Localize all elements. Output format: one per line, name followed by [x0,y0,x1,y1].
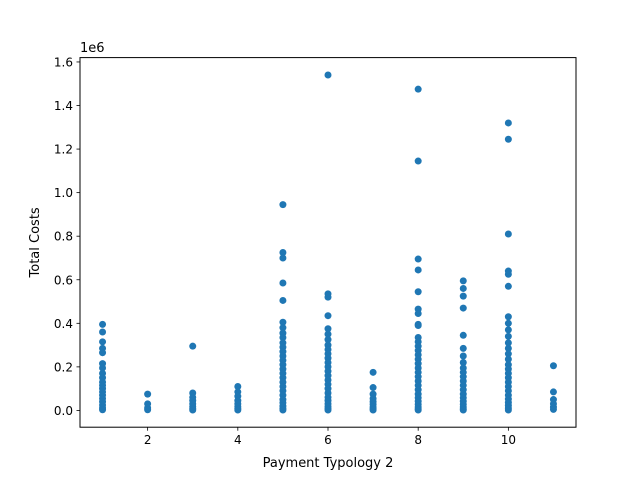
scatter-point [459,359,467,367]
scatter-point [414,310,422,318]
scatter-point [414,157,422,165]
y-tick-label: 0.0 [54,404,73,418]
scatter-point [279,318,287,326]
scatter-point [324,293,332,301]
scatter-point [549,362,557,370]
scatter-point [324,71,332,79]
scatter-point [414,406,422,414]
scatter-point [369,368,377,376]
scatter-point [504,339,512,347]
scatter-point [459,277,467,285]
scatter-point [549,388,557,396]
scatter-point [279,201,287,209]
scatter-point [279,249,287,257]
x-axis-ticks: 2 4 6 8 10 [144,427,516,447]
scatter-point [504,344,512,352]
y-tick-label: 0.6 [54,273,73,287]
y-axis-ticks: 0.0 0.2 0.4 0.6 0.8 1.0 1.2 1.4 1.6 [54,55,80,418]
scatter-point [459,284,467,292]
y-tick-label: 0.2 [54,360,73,374]
scatter-point [504,119,512,127]
y-tick-label: 1.4 [54,99,73,113]
scatter-point [459,344,467,352]
scatter-point [504,350,512,358]
scatter-point [189,342,197,350]
x-tick-label: 2 [144,433,152,447]
y-tick-label: 1.2 [54,143,73,157]
y-axis-label: Total Costs [28,207,43,278]
scatter-point [234,382,242,390]
scatter-point [369,384,377,392]
y-tick-label: 0.4 [54,317,73,331]
scatter-point [504,282,512,290]
scatter-point [369,406,377,414]
x-tick-label: 8 [414,433,422,447]
y-tick-label: 0.8 [54,230,73,244]
scatter-point [99,364,107,372]
scatter-point [324,312,332,320]
scatter-point [459,331,467,339]
x-axis-label: Payment Typology 2 [263,456,394,471]
scatter-point [99,320,107,328]
scatter-point [504,319,512,327]
scatter-point [459,406,467,414]
scatter-point [99,349,107,357]
scatter-point [234,406,242,414]
scatter-point [99,328,107,336]
scatter-point [279,279,287,287]
scatter-point [459,352,467,360]
scatter-point [504,326,512,334]
scatter-point [459,292,467,300]
scatter-point [459,304,467,312]
scatter-point [504,332,512,340]
scatter-point [504,135,512,143]
points-layer [99,71,557,414]
scatter-point [504,355,512,363]
scatter-point [504,313,512,321]
scatter-point [324,330,332,338]
scatter-point [144,390,152,398]
scatter-point [144,406,152,414]
scatter-point [414,266,422,274]
x-tick-label: 4 [234,433,242,447]
x-tick-label: 10 [501,433,516,447]
scatter-point [279,254,287,262]
scatter-point [99,338,107,346]
scatter-point [279,406,287,414]
y-tick-label: 1.6 [54,55,73,69]
scatter-point [549,405,557,413]
scatter-point [189,406,197,414]
x-tick-label: 6 [324,433,332,447]
y-tick-label: 1.0 [54,186,73,200]
scatter-point [279,324,287,332]
scatter-point [324,406,332,414]
scatter-point [504,270,512,278]
scatter-point [504,230,512,238]
y-offset-label: 1e6 [80,41,105,56]
scatter-point [279,296,287,304]
scatter-point [324,336,332,344]
scatter-point [414,288,422,296]
scatter-point [414,255,422,263]
scatter-point [414,321,422,329]
scatter-point [504,406,512,414]
scatter-point [324,325,332,333]
scatter-point [99,406,107,414]
scatter-point [279,333,287,341]
scatter-point [414,85,422,93]
